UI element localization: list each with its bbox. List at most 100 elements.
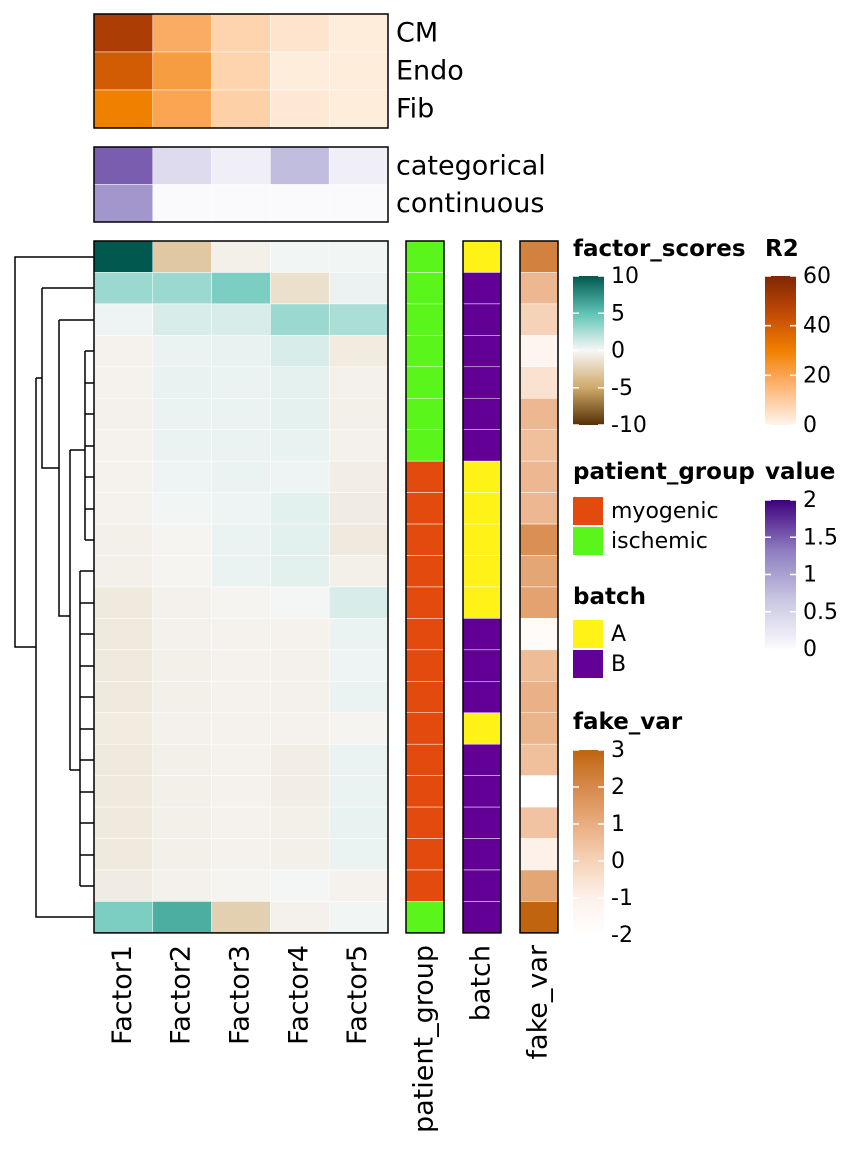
- heatmap-cell: [328, 681, 389, 713]
- legend-label: myogenic: [611, 499, 719, 524]
- heatmap-cell: [328, 586, 389, 619]
- column-label: Factor2: [166, 945, 197, 1045]
- legend-tick-label: 2: [611, 775, 625, 800]
- heatmap-cell: [328, 743, 389, 776]
- legend-tick-label: 5: [611, 301, 625, 326]
- annotation-cell: [519, 398, 559, 430]
- annotation-cell: [462, 272, 502, 305]
- heatmap-cell: [270, 901, 330, 934]
- heatmap-cell: [328, 775, 389, 808]
- annotation-cell: [519, 555, 559, 588]
- heatmap-cell: [328, 272, 389, 305]
- heatmap-cell: [328, 240, 389, 273]
- annotation-cell: [519, 649, 559, 682]
- dendrogram: [14, 256, 94, 918]
- annotation-cell: [462, 429, 502, 462]
- heatmap-cell: [211, 838, 271, 871]
- legend-tick-label: 3: [611, 738, 625, 763]
- heatmap-cell: [152, 335, 212, 368]
- heatmap-cell: [328, 618, 389, 651]
- heatmap-cell: [270, 586, 330, 619]
- annotation-cell: [519, 240, 559, 273]
- annotation-cell: [462, 303, 502, 336]
- heatmap-cell: [211, 712, 271, 745]
- heatmap-cell: [152, 89, 212, 129]
- heatmap-cell: [328, 13, 389, 53]
- heatmap-cell: [152, 398, 212, 430]
- heatmap-cell: [152, 618, 212, 651]
- annotation-cell: [462, 838, 502, 871]
- heatmap-cell: [211, 806, 271, 839]
- heatmap-cell: [270, 681, 330, 713]
- heatmap-cell: [270, 272, 330, 305]
- annotation-cell: [462, 681, 502, 713]
- annotation-cell: [519, 523, 559, 556]
- annotation-cell: [519, 869, 559, 902]
- heatmap-cell: [270, 429, 330, 462]
- annotation-cell: [519, 775, 559, 808]
- heatmap-cell: [270, 89, 330, 129]
- heatmap-cell: [328, 838, 389, 871]
- heatmap-cell: [270, 240, 330, 273]
- heatmap-cell: [270, 806, 330, 839]
- legend-tick-label: 10: [611, 264, 639, 289]
- heatmap-cell: [93, 429, 154, 462]
- annotation-cell: [519, 681, 559, 713]
- heatmap-cell: [93, 586, 154, 619]
- annotation-cell: [519, 366, 559, 399]
- annotation-cell: [405, 492, 445, 525]
- heatmap-cell: [152, 649, 212, 682]
- legend-tick-label: 1: [803, 563, 817, 588]
- heatmap-cell: [328, 555, 389, 588]
- row-label: categorical: [396, 150, 546, 181]
- annotation-cell: [405, 523, 445, 556]
- panel-border: [93, 240, 389, 934]
- annotation-cell: [462, 366, 502, 399]
- annotation-cell: [519, 586, 559, 619]
- row-label: Fib: [396, 94, 434, 125]
- heatmap-cell: [93, 366, 154, 399]
- legend-tick-label: 0.5: [803, 600, 838, 625]
- heatmap-cell: [211, 366, 271, 399]
- legend-swatch: [573, 527, 603, 555]
- heatmap-cell: [328, 806, 389, 839]
- heatmap-cell: [211, 303, 271, 336]
- heatmap-cell: [328, 366, 389, 399]
- heatmap-cell: [152, 555, 212, 588]
- heatmap-cell: [328, 429, 389, 462]
- annotation-cell: [462, 335, 502, 368]
- heatmap-cell: [270, 492, 330, 525]
- annotation-cell: [462, 743, 502, 776]
- annotation-cell: [405, 681, 445, 713]
- legend-tick-label: -10: [611, 413, 647, 438]
- legend-tick-label: -1: [611, 886, 633, 911]
- annotation-cell: [462, 492, 502, 525]
- heatmap-cell: [93, 89, 154, 129]
- heatmap-cell: [270, 775, 330, 808]
- annotation-cell: [519, 618, 559, 651]
- heatmap-cell: [270, 523, 330, 556]
- annotation-cell: [405, 775, 445, 808]
- heatmap-cell: [211, 555, 271, 588]
- legend-title: factor_scores: [573, 236, 746, 262]
- legend-title: value: [765, 459, 835, 485]
- annotation-cell: [405, 240, 445, 273]
- legend-tick-label: 1: [611, 812, 625, 837]
- legend-tick-label: 20: [803, 363, 831, 388]
- heatmap-cell: [93, 146, 154, 185]
- heatmap-cell: [270, 366, 330, 399]
- annotation-cell: [405, 335, 445, 368]
- annotation-cell: [462, 586, 502, 619]
- heatmap-cell: [93, 272, 154, 305]
- legend-swatch: [573, 620, 603, 648]
- legend-tick-label: -5: [611, 376, 633, 401]
- heatmap-cell: [93, 184, 154, 223]
- heatmap-cell: [211, 335, 271, 368]
- legend-tick-label: 60: [803, 264, 831, 289]
- heatmap-cell: [211, 869, 271, 902]
- annotation-cell: [519, 901, 559, 934]
- annotation-cell: [405, 618, 445, 651]
- legend-title: patient_group: [573, 459, 755, 485]
- heatmap-cell: [152, 492, 212, 525]
